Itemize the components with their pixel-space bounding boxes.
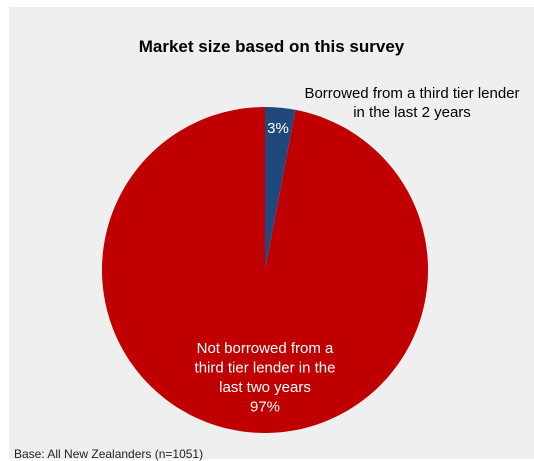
base-footnote: Base: All New Zealanders (n=1051) <box>14 447 204 461</box>
slice-0-category-label-line-0: Borrowed from a third tier lender <box>304 85 519 102</box>
chart-title: Market size based on this survey <box>138 37 405 56</box>
slice-1-category-label-line-1: third tier lender in the <box>195 360 336 377</box>
slice-1-category-label-line-0: Not borrowed from a <box>197 340 334 357</box>
slice-0-value-label: 3% <box>267 120 289 137</box>
pie-chart: 3% Borrowed from a third tier lender in th… <box>101 85 520 433</box>
pie-slice-0 <box>265 107 296 270</box>
slice-1-value-label: 97% <box>250 399 280 416</box>
pie-slice-1 <box>101 107 428 433</box>
chart-area: Market size based on this survey 3% Borro… <box>9 7 534 459</box>
slice-0-category-label-line-1: in the last 2 years <box>353 104 471 121</box>
slice-1-category-label-line-2: last two years <box>219 379 311 396</box>
